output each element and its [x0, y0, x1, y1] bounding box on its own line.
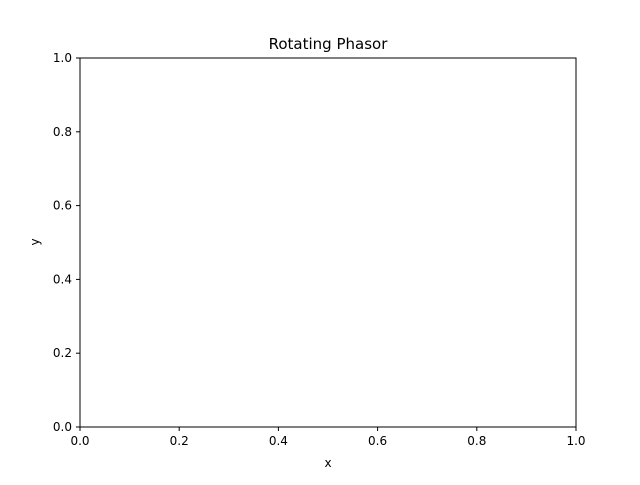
y-tick-label: 1.0 [53, 51, 72, 65]
y-tick-label: 0.6 [53, 199, 72, 213]
x-tick-label: 0.0 [70, 434, 89, 448]
y-tick-label: 0.8 [53, 125, 72, 139]
y-tick-label: 0.2 [53, 346, 72, 360]
y-axis-label: y [28, 238, 42, 245]
x-axis-ticks: 0.0 0.2 0.4 0.6 0.8 1.0 [70, 427, 586, 448]
x-tick-label: 0.4 [269, 434, 288, 448]
x-tick-label: 0.6 [368, 434, 387, 448]
plot-area-frame [79, 57, 577, 428]
x-axis-label: x [324, 456, 331, 470]
chart-title: Rotating Phasor [269, 35, 389, 53]
y-tick-label: 0.0 [53, 420, 72, 434]
y-axis-ticks: 0.0 0.2 0.4 0.6 0.8 1.0 [53, 51, 80, 434]
y-tick-label: 0.4 [53, 272, 72, 286]
x-tick-label: 0.2 [170, 434, 189, 448]
x-tick-label: 0.8 [467, 434, 486, 448]
x-tick-label: 1.0 [566, 434, 585, 448]
